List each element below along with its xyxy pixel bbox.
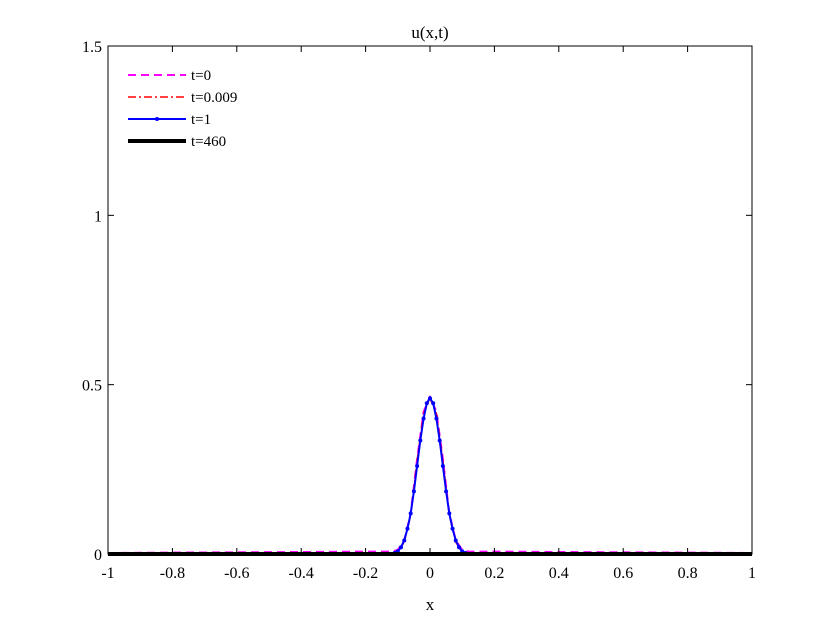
series-point-2 bbox=[450, 526, 455, 531]
legend-label-0: t=0 bbox=[191, 68, 211, 84]
x-tick-label: 0 bbox=[426, 565, 434, 582]
chart-title: u(x,t) bbox=[411, 23, 448, 42]
legend-label-2: t=1 bbox=[191, 112, 211, 128]
legend: t=0 t=0.009 t=1 t=460 bbox=[128, 68, 237, 150]
x-tick-label: -1 bbox=[101, 565, 114, 582]
x-tick-label: -0.4 bbox=[289, 565, 314, 582]
series-point-2 bbox=[447, 511, 452, 516]
x-tick-label: 0.6 bbox=[613, 565, 633, 582]
legend-marker-2 bbox=[155, 117, 159, 121]
series-point-2 bbox=[453, 538, 458, 543]
plot-area bbox=[108, 46, 752, 554]
series-point-2 bbox=[440, 463, 445, 468]
series-point-2 bbox=[418, 438, 423, 443]
legend-label-1: t=0.009 bbox=[191, 90, 237, 106]
x-tick-label: 0.4 bbox=[549, 565, 569, 582]
x-ticks: -1 -0.8 -0.6 -0.4 -0.2 0 0.2 0.4 0.6 0.8 1 bbox=[101, 46, 756, 582]
series-point-2 bbox=[405, 526, 410, 531]
series-point-2 bbox=[424, 401, 429, 406]
series-point-2 bbox=[456, 545, 461, 550]
x-tick-label: 0.2 bbox=[484, 565, 504, 582]
series-point-2 bbox=[411, 489, 416, 494]
series-point-2 bbox=[431, 401, 436, 406]
series-point-2 bbox=[434, 416, 439, 421]
x-tick-label: 0.8 bbox=[678, 565, 698, 582]
series-point-2 bbox=[421, 416, 426, 421]
x-tick-label: -0.6 bbox=[224, 565, 249, 582]
x-tick-label: -0.8 bbox=[160, 565, 185, 582]
series-point-2 bbox=[444, 489, 449, 494]
series-point-2 bbox=[415, 463, 420, 468]
series-point-2 bbox=[399, 545, 404, 550]
series-point-2 bbox=[408, 511, 413, 516]
x-tick-label: -0.2 bbox=[353, 565, 378, 582]
series-point-2 bbox=[437, 438, 442, 443]
y-tick-label: 0.5 bbox=[82, 378, 102, 395]
y-tick-label: 1.5 bbox=[82, 39, 102, 56]
y-ticks: 0 0.5 1 1.5 bbox=[82, 39, 752, 564]
y-tick-label: 0 bbox=[94, 547, 102, 564]
x-tick-label: 1 bbox=[748, 565, 756, 582]
legend-label-3: t=460 bbox=[191, 134, 226, 150]
x-axis-label: x bbox=[426, 595, 435, 614]
y-tick-label: 1 bbox=[94, 208, 102, 225]
series-point-2 bbox=[402, 538, 407, 543]
series-point-2 bbox=[428, 396, 432, 401]
